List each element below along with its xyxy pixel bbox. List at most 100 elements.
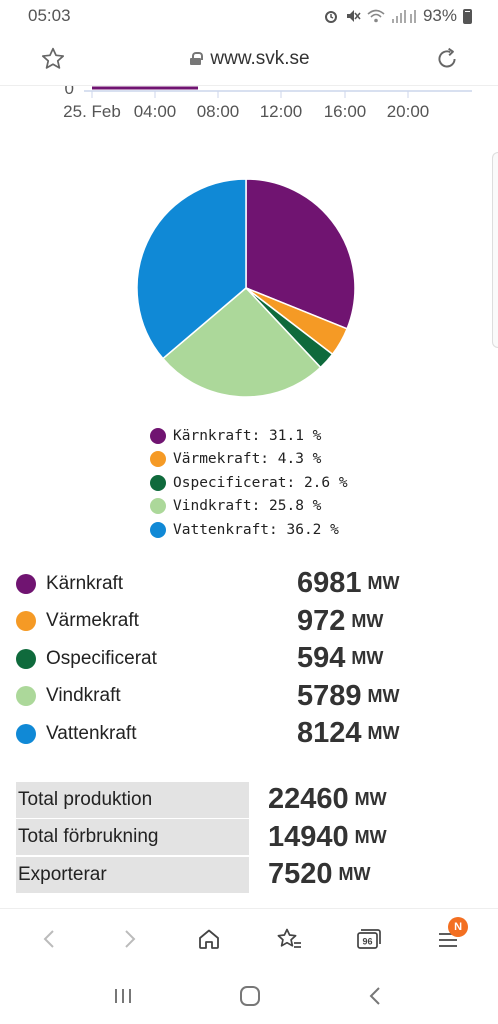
production-name: Vindkraft [46, 685, 121, 707]
legend-color-dot [150, 427, 166, 444]
production-color-dot [16, 611, 36, 632]
home-button[interactable] [187, 917, 231, 961]
timeline-chart-axis: 0 25. Feb 04:00 08:00 12:00 16:00 20:00 [0, 79, 498, 136]
pie-chart-svg [136, 178, 356, 398]
url-text: www.svk.se [210, 47, 310, 69]
status-time: 05:03 [28, 6, 71, 25]
legend-item[interactable]: Ospecificerat: 2.6 % [150, 471, 348, 495]
production-color-dot [16, 648, 36, 669]
tabs-icon: 96 [357, 928, 382, 949]
home-icon [199, 929, 220, 949]
pie-slice-kärnkraft[interactable] [245, 178, 356, 330]
signal-icon [391, 10, 416, 23]
production-name: Kärnkraft [46, 572, 124, 594]
x-tick-label: 20:00 [387, 102, 430, 121]
production-color-dot [16, 686, 36, 707]
pie-legend: Kärnkraft: 31.1 % Värmekraft: 4.3 % Ospeci… [150, 424, 348, 542]
pie-slice-vattenkraft[interactable] [136, 178, 247, 360]
legend-color-dot [150, 521, 166, 538]
status-icons: 93% [323, 6, 472, 26]
chevron-left-icon [43, 929, 54, 948]
legend-color-dot [150, 498, 166, 515]
x-tick-label: 25. Feb [63, 102, 121, 121]
forward-button[interactable] [107, 917, 151, 961]
back-button[interactable] [28, 917, 72, 961]
production-value: 6981 [297, 567, 362, 600]
alarm-icon [324, 11, 337, 23]
chevron-right-icon [125, 929, 136, 948]
tabs-button[interactable]: 96 [346, 917, 390, 961]
production-value: 5789 [297, 679, 362, 712]
production-row: Värmekraft 972 MW [16, 603, 486, 641]
totals-row: Total produktion 22460 MW [16, 781, 486, 819]
url-field[interactable]: www.svk.se [190, 47, 310, 70]
side-panel-handle[interactable] [492, 152, 498, 348]
android-nav-bar [0, 968, 498, 1024]
status-bar: 05:03 93% [0, 0, 498, 32]
reload-icon[interactable] [434, 46, 460, 72]
legend-item[interactable]: Vattenkraft: 36.2 % [150, 518, 348, 542]
y-tick-label: 0 [65, 86, 74, 98]
production-unit: MW [351, 610, 384, 631]
notification-badge: N [448, 916, 469, 937]
production-unit: MW [367, 685, 400, 706]
legend-label: Vattenkraft: 36.2 % [173, 521, 339, 538]
production-list: Kärnkraft 6981 MW Värmekraft 972 MW Ospecifice… [16, 565, 486, 753]
pie-slice-vindkraft[interactable] [161, 286, 322, 398]
x-tick-label: 08:00 [197, 102, 240, 121]
x-tick-label: 12:00 [260, 102, 303, 121]
totals-unit: MW [354, 789, 387, 810]
x-tick-label: 04:00 [134, 102, 177, 121]
battery-icon [463, 8, 472, 24]
mute-icon [346, 10, 361, 22]
totals-label: Total produktion [16, 781, 249, 818]
home-nav-icon[interactable] [238, 984, 262, 1008]
production-value: 8124 [297, 717, 362, 750]
production-color-dot [16, 723, 36, 744]
production-row: Vattenkraft 8124 MW [16, 715, 486, 753]
production-value: 594 [297, 642, 346, 675]
totals-row: Total förbrukning 14940 MW [16, 819, 486, 857]
legend-item[interactable]: Värmekraft: 4.3 % [150, 448, 348, 472]
production-row: Vindkraft 5789 MW [16, 678, 486, 716]
legend-label: Kärnkraft: 31.1 % [173, 427, 322, 444]
production-name: Vattenkraft [46, 722, 137, 744]
totals-label: Exporterar [16, 856, 249, 893]
x-tick-label: 16:00 [324, 102, 367, 121]
battery-percent: 93% [422, 6, 457, 25]
production-unit: MW [351, 648, 384, 669]
production-row: Kärnkraft 6981 MW [16, 565, 486, 603]
production-color-dot [16, 573, 36, 594]
production-unit: MW [367, 723, 400, 744]
bookmark-star-icon [277, 928, 301, 948]
star-icon[interactable] [40, 46, 66, 72]
menu-button[interactable]: N [426, 916, 470, 961]
totals-unit: MW [338, 864, 371, 885]
lock-icon [190, 52, 204, 65]
browser-url-bar: www.svk.se [0, 32, 498, 86]
legend-label: Värmekraft: 4.3 % [173, 451, 322, 468]
browser-toolbar: 96 N [0, 908, 498, 968]
totals-row: Exporterar 7520 MW [16, 856, 486, 894]
totals-label: Total förbrukning [16, 819, 249, 856]
tab-count: 96 [363, 936, 373, 946]
bookmarks-button[interactable] [267, 917, 311, 961]
production-name: Värmekraft [46, 610, 139, 632]
totals-table: Total produktion 22460 MW Total förbrukning… [16, 781, 486, 894]
back-nav-icon[interactable] [365, 985, 387, 1007]
legend-item[interactable]: Vindkraft: 25.8 % [150, 495, 348, 519]
timeline-axis-svg: 0 25. Feb 04:00 08:00 12:00 16:00 20:00 [63, 79, 472, 121]
production-value: 972 [297, 604, 346, 637]
totals-value: 22460 [268, 783, 349, 816]
legend-label: Vindkraft: 25.8 % [173, 498, 322, 515]
recent-apps-icon[interactable] [111, 985, 135, 1007]
totals-value: 7520 [268, 858, 333, 891]
wifi-icon [367, 9, 385, 23]
legend-item[interactable]: Kärnkraft: 31.1 % [150, 424, 348, 448]
legend-color-dot [150, 451, 166, 468]
legend-label: Ospecificerat: 2.6 % [173, 474, 348, 491]
production-row: Ospecificerat 594 MW [16, 640, 486, 678]
totals-value: 14940 [268, 820, 349, 853]
legend-color-dot [150, 474, 166, 491]
pie-chart [136, 178, 356, 398]
